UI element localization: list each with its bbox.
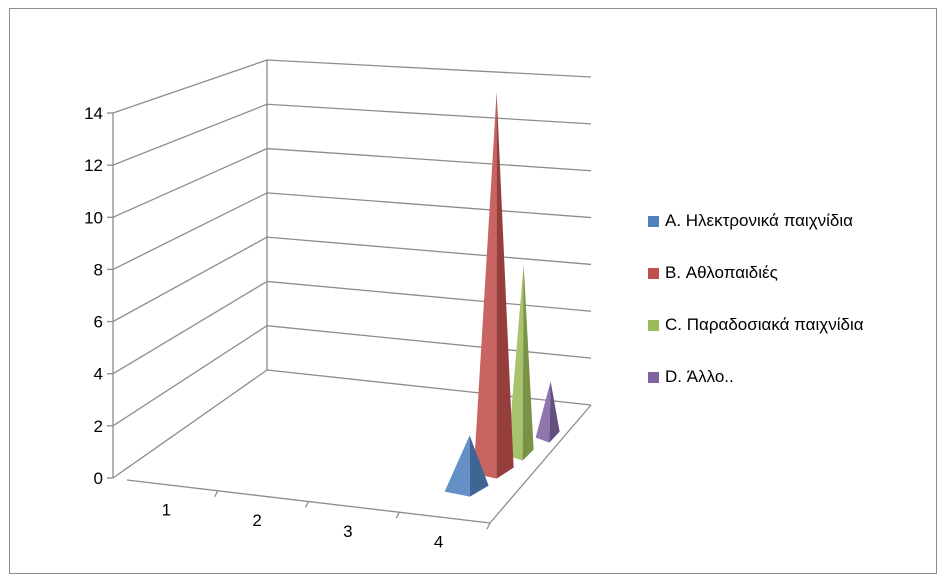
y-tick-label-8: 8: [94, 260, 103, 279]
pyramid-face-front-s0-c3: [444, 435, 470, 497]
pyramid-face-front-s3-c3: [535, 381, 551, 443]
y-tick-label-4: 4: [94, 365, 103, 384]
legend-item-b: B. Αθλοπαιδιές: [648, 260, 864, 286]
legend-label-d: D. Άλλο..: [665, 367, 734, 386]
pyramid-bar-s0-c3: [444, 435, 489, 497]
pyramid-bar-s2-c3: [507, 263, 534, 461]
legend-item-d: D. Άλλο..: [648, 364, 864, 390]
pyramid-bar-s3-c3: [535, 381, 560, 443]
x-axis-ticks: 1 2 3 4: [162, 490, 491, 552]
pyramid-bar-s1-c3: [473, 92, 514, 479]
legend: A. Ηλεκτρονικά παιχνίδια B. Αθλοπαιδιές …: [648, 208, 864, 416]
legend-item-c: C. Παραδοσιακά παιχνίδια: [648, 312, 864, 338]
x-tick-mark-3: [395, 511, 400, 519]
gridline-4: [112, 280, 592, 375]
x-tick-mark-1: [214, 490, 219, 498]
pyramid-face-front-s1-c3: [473, 92, 497, 479]
y-tick-label-0: 0: [94, 469, 103, 488]
y-tick-label-10: 10: [84, 208, 103, 227]
legend-swatch-d: [648, 371, 659, 383]
gridline-14: [112, 59, 592, 114]
y-tick-label-2: 2: [94, 417, 103, 436]
x-tick-label-2: 2: [252, 511, 261, 530]
legend-swatch-a: [648, 215, 659, 227]
x-tick-mark-2: [304, 501, 310, 508]
legend-label-c: C. Παραδοσιακά παιχνίδια: [665, 315, 864, 334]
x-tick-label-4: 4: [434, 533, 443, 552]
y-axis-ticks: 0 2 4 6 8 10 12 14: [84, 104, 113, 488]
legend-item-a: A. Ηλεκτρονικά παιχνίδια: [648, 208, 864, 234]
pyramid-face-side-s1-c3: [496, 92, 514, 479]
gridline-10: [112, 147, 592, 218]
y-tick-label-6: 6: [94, 313, 103, 332]
pyramid-bars: [444, 92, 560, 497]
legend-label-a: A. Ηλεκτρονικά παιχνίδια: [665, 211, 853, 230]
legend-label-b: B. Αθλοπαιδιές: [665, 263, 778, 282]
floor-right-edge: [489, 404, 592, 524]
legend-swatch-c: [648, 319, 659, 331]
y-tick-label-14: 14: [84, 104, 103, 123]
pyramid-face-side-s3-c3: [549, 381, 560, 443]
floor-left-edge: [112, 369, 268, 479]
pyramid-face-front-s2-c3: [507, 263, 524, 461]
gridline-8: [112, 192, 592, 271]
x-tick-label-3: 3: [343, 522, 352, 541]
gridline-6: [112, 236, 592, 323]
legend-swatch-b: [648, 267, 659, 279]
y-tick-label-12: 12: [84, 156, 103, 175]
x-tick-mark-4: [486, 522, 491, 530]
pyramid-face-side-s2-c3: [522, 263, 534, 461]
gridline-12: [112, 103, 592, 166]
pyramid-face-side-s0-c3: [469, 435, 489, 497]
floor-back-edge: [266, 369, 592, 406]
x-tick-label-1: 1: [162, 500, 171, 519]
